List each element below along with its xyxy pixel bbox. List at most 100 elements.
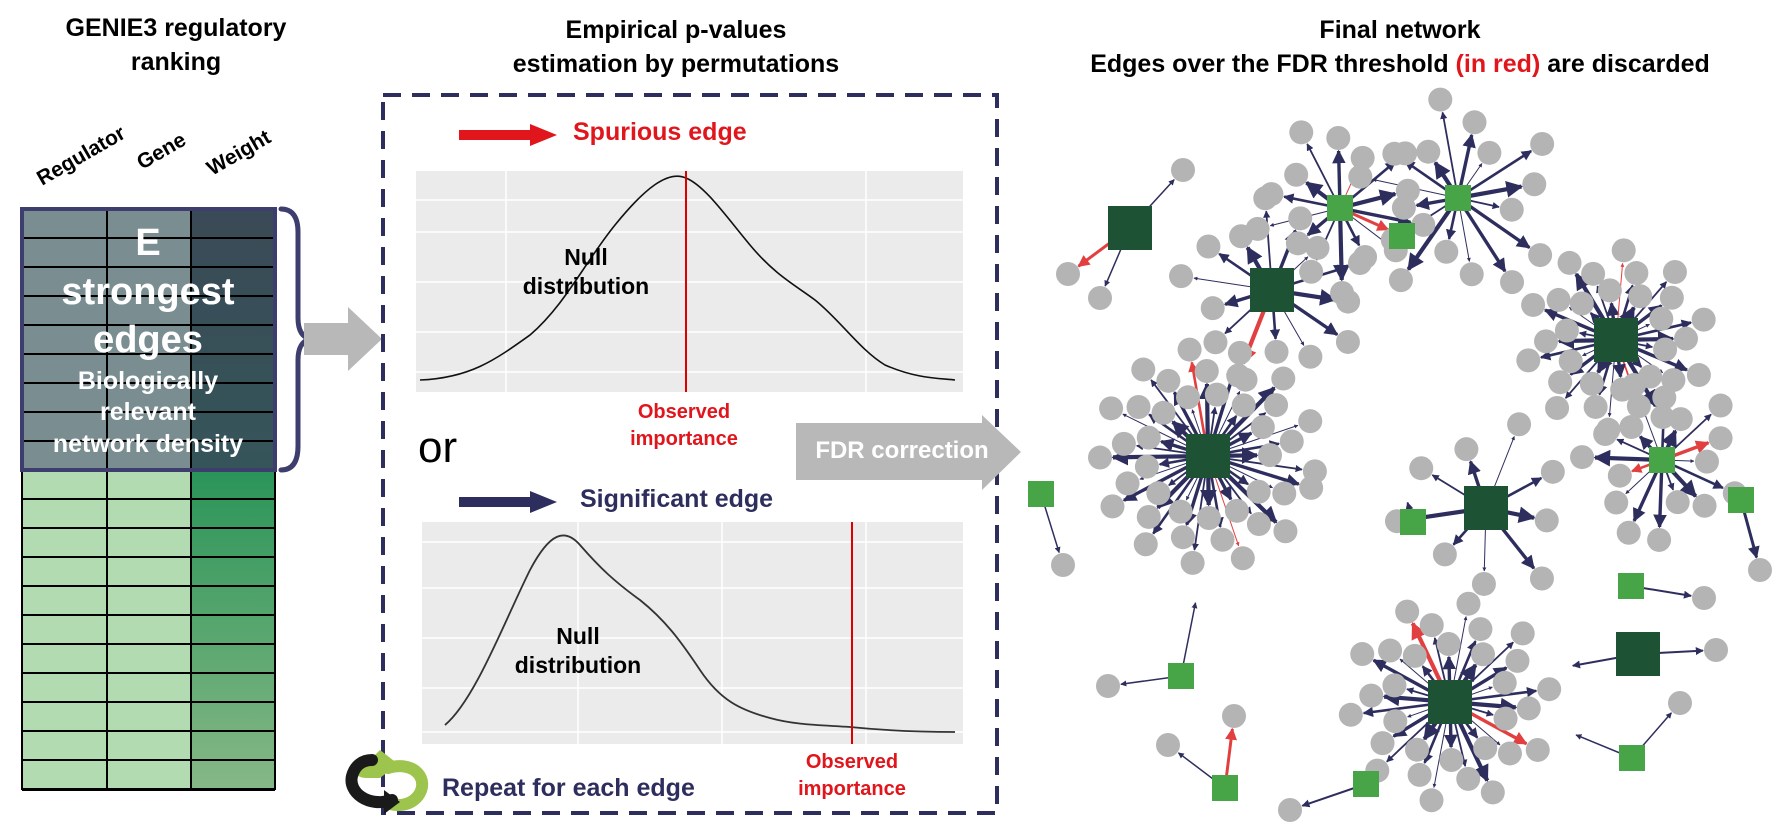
- gene-node: [1402, 643, 1427, 668]
- gene-node: [1151, 400, 1176, 425]
- plot1-null-text-2: distribution: [523, 273, 649, 299]
- gene-node: [1302, 459, 1327, 484]
- gene-node: [1230, 546, 1255, 571]
- ranking-table: [20, 207, 277, 791]
- regulator-node: [1728, 487, 1754, 513]
- gene-node: [1692, 586, 1716, 610]
- gene-node: [1326, 126, 1351, 151]
- gene-node: [1546, 287, 1571, 312]
- gene-node: [1579, 371, 1604, 396]
- gene-node: [1299, 259, 1324, 284]
- middle-title-line1: Empirical p-values: [566, 16, 787, 44]
- gene-node: [1419, 788, 1444, 813]
- gene-node: [1583, 394, 1608, 419]
- regulator-hub: [1616, 632, 1660, 676]
- gene-node: [1407, 762, 1432, 787]
- gene-node: [1370, 731, 1395, 756]
- significant-edge-label: Significant edge: [580, 485, 773, 513]
- gene-node: [1470, 642, 1495, 667]
- plot2-null-text-1: Null: [556, 623, 599, 649]
- observed-importance-1-line1: Observed: [638, 401, 730, 423]
- null-distribution-plot-1: Null distribution: [416, 171, 963, 392]
- gene-node: [1056, 262, 1080, 286]
- gene-node: [1673, 326, 1698, 351]
- gene-node: [1477, 140, 1502, 165]
- gene-node: [1462, 110, 1487, 135]
- gene-node: [1628, 284, 1653, 309]
- gene-node: [1170, 525, 1195, 550]
- gene-node: [1271, 366, 1296, 391]
- gene-node: [1273, 519, 1298, 544]
- left-title-line2: ranking: [131, 48, 221, 76]
- gene-node: [1246, 512, 1271, 537]
- gene-node: [1156, 733, 1180, 757]
- box-sub3-text: network density: [53, 430, 243, 458]
- gene-node: [1383, 709, 1408, 734]
- gene-node: [1194, 359, 1219, 384]
- gene-node: [1529, 566, 1554, 591]
- plot2-null-text-2: distribution: [515, 652, 641, 678]
- gene-node: [1279, 429, 1304, 454]
- gene-node: [1353, 244, 1378, 269]
- col-header-regulator: Regulator: [33, 121, 129, 190]
- fdr-label: FDR correction: [815, 437, 988, 464]
- gene-node: [1692, 493, 1717, 518]
- gene-node: [1708, 426, 1733, 451]
- table-top-weight: [191, 209, 275, 470]
- strongest-box-border: [20, 207, 277, 472]
- final-network-graph: [1028, 87, 1772, 822]
- gene-node: [1088, 445, 1113, 470]
- gene-node: [1177, 337, 1202, 362]
- gene-node: [1428, 87, 1453, 112]
- gene-node: [1133, 532, 1158, 557]
- gene-node: [1278, 798, 1302, 822]
- gene-node: [1388, 268, 1413, 293]
- gene-node: [1659, 285, 1684, 310]
- box-sub1-text: Biologically: [78, 367, 218, 395]
- right-arrow-icon: [304, 307, 382, 371]
- gene-node: [1558, 349, 1583, 374]
- gene-node: [1548, 370, 1573, 395]
- regulator-node: [1618, 573, 1644, 599]
- gene-node: [1231, 393, 1256, 418]
- gene-node: [1285, 231, 1310, 256]
- gene-node: [1507, 412, 1532, 437]
- gene-node: [1652, 385, 1677, 410]
- gene-node: [1382, 141, 1407, 166]
- gene-node: [1649, 306, 1674, 331]
- gene-node: [1100, 494, 1125, 519]
- regulator-node: [1389, 223, 1415, 249]
- gene-node: [1289, 120, 1314, 145]
- gene-node: [1471, 571, 1496, 596]
- spurious-edge-label: Spurious edge: [573, 118, 747, 146]
- regulator-node: [1353, 771, 1379, 797]
- gene-node: [1604, 490, 1629, 515]
- box-strongest-text: strongest: [61, 271, 234, 313]
- gene-node: [1662, 259, 1687, 284]
- gene-node: [1607, 463, 1632, 488]
- or-label: or: [418, 423, 457, 472]
- regulator-hub: [1250, 268, 1294, 312]
- gene-node: [1169, 264, 1194, 289]
- gene-node: [1597, 278, 1622, 303]
- gene-node: [1624, 261, 1649, 286]
- null-distribution-plot-2: Null distribution: [422, 522, 963, 744]
- gene-node: [1411, 212, 1436, 237]
- gene-node: [1708, 393, 1733, 418]
- gene-node: [1246, 479, 1271, 504]
- spurious-arrow-icon: [459, 124, 557, 146]
- gene-node: [1525, 737, 1550, 762]
- gene-node: [1619, 415, 1644, 440]
- gene-node: [1168, 499, 1193, 524]
- gene-node: [1468, 617, 1493, 642]
- gene-node: [1668, 407, 1693, 432]
- gene-node: [1540, 459, 1565, 484]
- gene-node: [1534, 329, 1559, 354]
- gene-node: [1099, 396, 1124, 421]
- gene-node: [1227, 340, 1252, 365]
- right-title-part-c: are discarded: [1540, 50, 1710, 78]
- gene-node: [1264, 339, 1289, 364]
- plot1-density-curve: [419, 175, 956, 381]
- gene-node: [1593, 421, 1618, 446]
- gene-node: [1492, 670, 1517, 695]
